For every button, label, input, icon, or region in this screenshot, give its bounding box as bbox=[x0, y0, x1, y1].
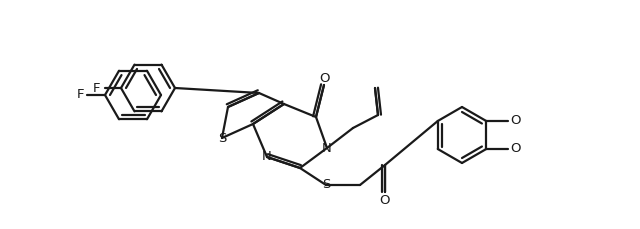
Text: S: S bbox=[322, 178, 330, 191]
Text: O: O bbox=[510, 114, 520, 128]
Text: O: O bbox=[510, 142, 520, 155]
Text: O: O bbox=[380, 194, 390, 207]
Text: N: N bbox=[322, 142, 332, 155]
Text: O: O bbox=[319, 71, 329, 85]
Text: S: S bbox=[218, 131, 226, 144]
Text: F: F bbox=[93, 82, 100, 95]
Text: N: N bbox=[262, 150, 272, 164]
Text: F: F bbox=[76, 88, 84, 101]
